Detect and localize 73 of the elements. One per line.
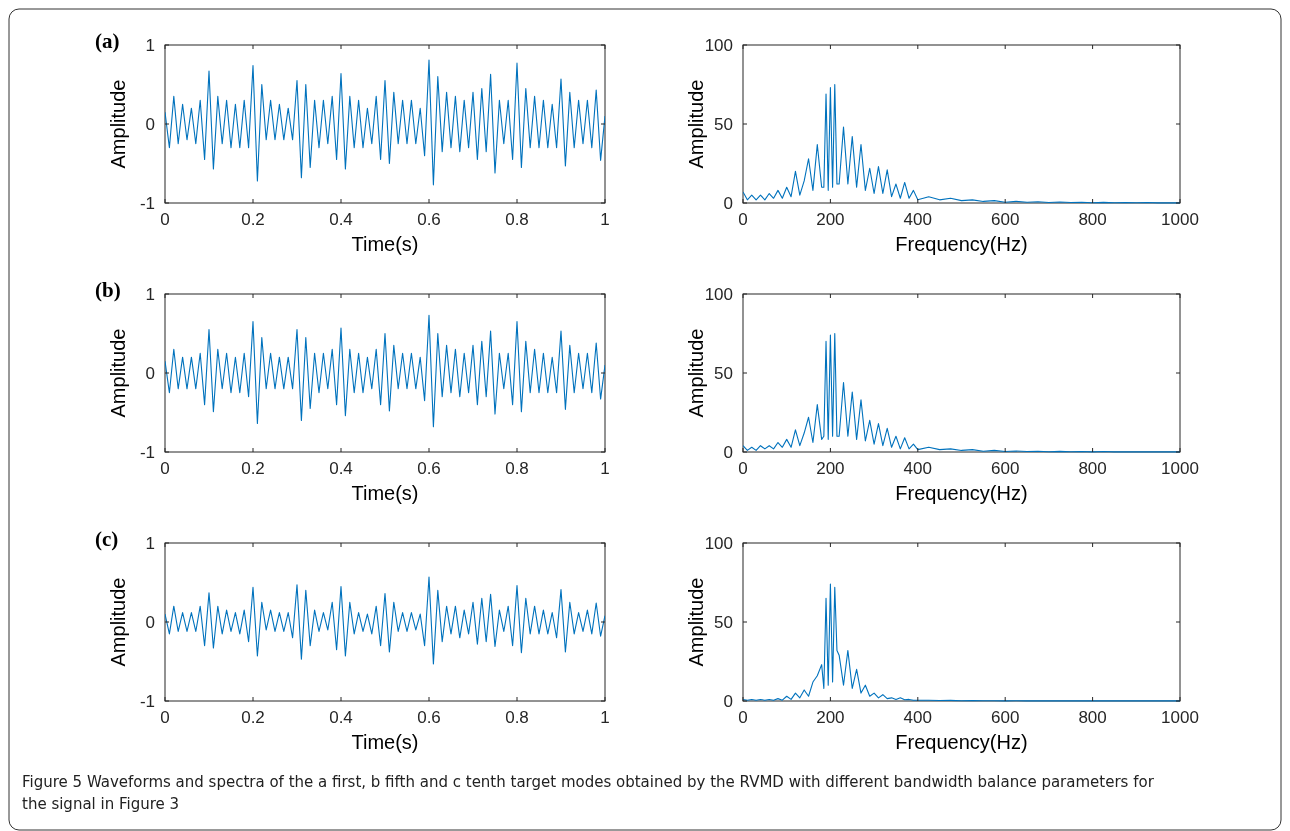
x-tick-label: 0.4 (329, 210, 353, 229)
y-tick-label: -1 (139, 692, 155, 711)
x-tick-label: 200 (816, 459, 845, 478)
line-series (165, 314, 605, 428)
x-tick-label: 0.2 (241, 210, 265, 229)
x-tick-label: 1 (600, 708, 610, 727)
y-tick-label: 50 (714, 613, 733, 632)
x-tick-label: 800 (1078, 708, 1107, 727)
y-axis-title: Amplitude (685, 577, 707, 667)
y-tick-label: 1 (145, 285, 155, 304)
x-tick-label: 0.2 (241, 459, 265, 478)
y-tick-label: 0 (723, 443, 733, 462)
y-axis-title: Amplitude (685, 79, 707, 169)
x-tick-label: 0.4 (329, 459, 353, 478)
y-tick-label: 0 (723, 692, 733, 711)
x-tick-label: 0 (160, 210, 170, 229)
y-tick-label: 0 (145, 613, 155, 632)
x-axis-title: Time(s) (351, 233, 419, 255)
y-tick-label: 100 (704, 285, 733, 304)
x-axis-title: Frequency(Hz) (895, 233, 1028, 255)
y-axis-title: Amplitude (107, 577, 129, 667)
y-tick-label: 0 (145, 364, 155, 383)
x-tick-label: 1000 (1161, 210, 1199, 229)
x-tick-label: 1 (600, 459, 610, 478)
y-tick-label: 1 (145, 36, 155, 55)
x-tick-label: 400 (903, 708, 932, 727)
x-tick-label: 1000 (1161, 708, 1199, 727)
x-tick-label: 800 (1078, 210, 1107, 229)
chart-title: (a) (95, 29, 120, 53)
x-tick-label: 600 (991, 210, 1020, 229)
x-tick-label: 0.6 (417, 708, 441, 727)
x-tick-label: 200 (816, 210, 845, 229)
line-series (165, 576, 605, 665)
y-tick-label: 0 (723, 194, 733, 213)
x-tick-label: 600 (991, 708, 1020, 727)
x-tick-label: 0.8 (505, 210, 529, 229)
y-tick-label: 1 (145, 534, 155, 553)
x-tick-label: 0.8 (505, 459, 529, 478)
x-tick-label: 0 (160, 708, 170, 727)
x-axis-title: Time(s) (351, 731, 419, 753)
x-axis-title: Frequency(Hz) (895, 482, 1028, 504)
caption: Figure 5 Waveforms and spectra of the a first, b fifth and c tenth target modes obtained by the RVMD with different bandwidth balance parameters for the signal in Figure 3 (22, 773, 1155, 813)
x-axis-title: Time(s) (351, 482, 419, 504)
x-tick-label: 200 (816, 708, 845, 727)
x-tick-label: 1 (600, 210, 610, 229)
x-tick-label: 600 (991, 459, 1020, 478)
x-tick-label: 0.6 (417, 210, 441, 229)
x-tick-label: 400 (903, 459, 932, 478)
y-tick-label: 100 (704, 534, 733, 553)
chart-title: (c) (95, 527, 119, 551)
x-tick-label: 0 (738, 210, 748, 229)
x-tick-label: 0.6 (417, 459, 441, 478)
x-axis-title: Frequency(Hz) (895, 731, 1028, 753)
x-tick-label: 1000 (1161, 459, 1199, 478)
x-tick-label: 800 (1078, 459, 1107, 478)
x-tick-label: 0.2 (241, 708, 265, 727)
y-tick-label: 50 (714, 115, 733, 134)
x-tick-label: 0 (738, 459, 748, 478)
y-tick-label: -1 (139, 194, 155, 213)
chart-title: (b) (95, 278, 121, 302)
x-tick-label: 0 (160, 459, 170, 478)
x-tick-label: 400 (903, 210, 932, 229)
y-tick-label: 50 (714, 364, 733, 383)
y-tick-label: -1 (139, 443, 155, 462)
line-series (165, 59, 605, 186)
x-tick-label: 0 (738, 708, 748, 727)
y-axis-title: Amplitude (107, 328, 129, 418)
y-axis-title: Amplitude (107, 79, 129, 169)
y-tick-label: 100 (704, 36, 733, 55)
y-axis-title: Amplitude (685, 328, 707, 418)
y-tick-label: 0 (145, 115, 155, 134)
x-tick-label: 0.4 (329, 708, 353, 727)
x-tick-label: 0.8 (505, 708, 529, 727)
